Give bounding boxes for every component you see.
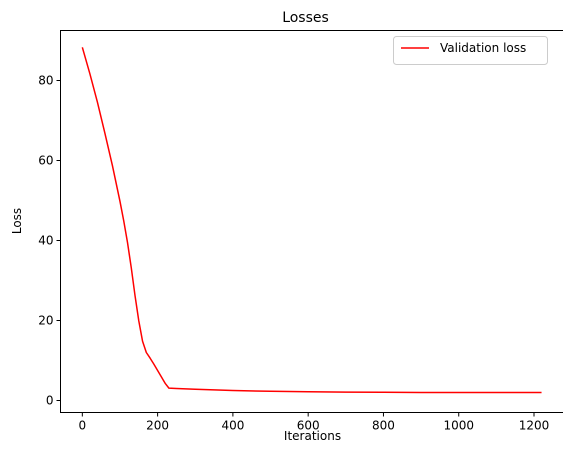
- y-tick-label: 80: [38, 74, 53, 88]
- chart-title: Losses: [282, 10, 329, 26]
- y-tick-label: 40: [38, 234, 53, 248]
- x-tick-label: 400: [221, 419, 244, 433]
- legend: Validation loss: [393, 36, 548, 65]
- x-tick-label: 600: [297, 419, 320, 433]
- x-axis-label: Iterations: [284, 429, 341, 443]
- x-tick-label: 200: [146, 419, 169, 433]
- y-tick-label: 60: [38, 154, 53, 168]
- series-line-0: [81, 47, 542, 394]
- y-tick-label: 0: [46, 394, 54, 408]
- x-tick-label: 1200: [519, 419, 550, 433]
- legend-label: Validation loss: [440, 41, 526, 55]
- y-axis-label: Loss: [10, 208, 24, 234]
- legend-frame: [393, 36, 548, 65]
- x-tick-label: 1000: [443, 419, 474, 433]
- y-axis-ticks: 0 20 40 60 80: [38, 74, 61, 408]
- x-tick-label: 0: [79, 419, 87, 433]
- x-axis-ticks: 0 200 400 600 800 1000 1200: [79, 412, 550, 433]
- plot-area: [81, 47, 542, 394]
- plot-frame: [60, 30, 563, 413]
- x-tick-label: 800: [372, 419, 395, 433]
- y-tick-label: 20: [38, 314, 53, 328]
